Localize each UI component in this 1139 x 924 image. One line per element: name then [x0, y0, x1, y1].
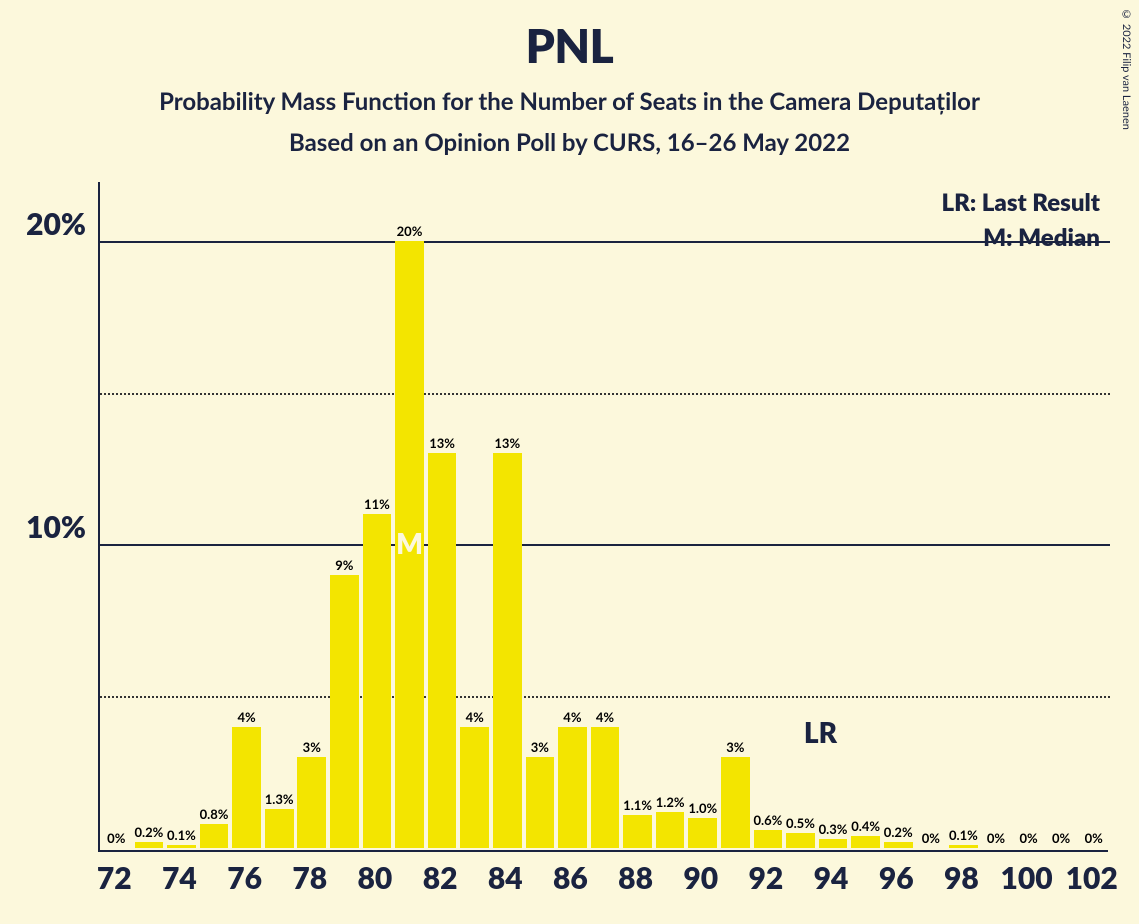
gridline-minor	[100, 393, 1110, 395]
bar-value-label: 13%	[487, 435, 527, 451]
bar-value-label: 3%	[520, 739, 560, 755]
bar	[721, 757, 750, 848]
x-axis-label: 100	[1000, 860, 1052, 896]
subtitle-2: Based on an Opinion Poll by CURS, 16–26 …	[0, 128, 1139, 157]
bar-value-label: 1.3%	[259, 791, 299, 807]
bar-value-label: 13%	[422, 435, 462, 451]
x-axis-label: 72	[97, 860, 132, 896]
bar	[363, 514, 392, 848]
bar	[330, 575, 359, 848]
gridline-minor	[100, 696, 1110, 698]
x-axis-label: 102	[1066, 860, 1118, 896]
bar	[297, 757, 326, 848]
bar-value-label: 20%	[390, 223, 430, 239]
bar-value-label: 1.0%	[683, 800, 723, 816]
bar	[851, 836, 880, 848]
x-axis-label: 84	[488, 860, 523, 896]
bar	[786, 833, 815, 848]
x-axis-label: 82	[423, 860, 458, 896]
bar	[493, 453, 522, 848]
x-axis-label: 94	[814, 860, 849, 896]
titles: PNL Probability Mass Function for the Nu…	[0, 0, 1139, 157]
x-axis-label: 90	[683, 860, 718, 896]
bar-value-label: 4%	[585, 709, 625, 725]
bar	[167, 845, 196, 848]
bar-value-label: 3%	[715, 739, 755, 755]
bar	[460, 727, 489, 848]
plot-area: 0%0.2%0.1%0.8%4%1.3%3%9%11%20%13%4%13%3%…	[98, 182, 1108, 852]
x-axis-label: 98	[944, 860, 979, 896]
bar	[656, 812, 685, 848]
median-mark: M	[396, 526, 423, 560]
x-axis-label: 74	[162, 860, 197, 896]
bar-value-label: 4%	[227, 709, 267, 725]
bar	[819, 839, 848, 848]
x-axis-label: 88	[618, 860, 653, 896]
bar-value-label: 11%	[357, 496, 397, 512]
x-axis-label: 92	[748, 860, 783, 896]
bar	[135, 842, 164, 848]
bar	[526, 757, 555, 848]
x-axis-label: 86	[553, 860, 588, 896]
bar	[591, 727, 620, 848]
bar	[884, 842, 913, 848]
bar-value-label: 9%	[324, 557, 364, 573]
y-axis-label: 20%	[26, 206, 86, 242]
subtitle-1: Probability Mass Function for the Number…	[0, 87, 1139, 116]
lr-mark: LR	[804, 715, 837, 749]
x-axis-label: 96	[879, 860, 914, 896]
gridline-major	[100, 241, 1110, 243]
bar-value-label: 0.1%	[161, 827, 201, 843]
x-axis-label: 76	[227, 860, 262, 896]
bar	[265, 809, 294, 848]
bar	[200, 824, 229, 848]
bar-value-label: 0%	[1074, 830, 1114, 846]
bar	[623, 815, 652, 848]
main-title: PNL	[0, 18, 1139, 73]
bar	[428, 453, 457, 848]
x-axis-label: 80	[358, 860, 393, 896]
gridline-major	[100, 544, 1110, 546]
bar-value-label: 4%	[455, 709, 495, 725]
bar	[558, 727, 587, 848]
bar	[232, 727, 261, 848]
bar	[949, 845, 978, 848]
bar-value-label: 0.8%	[194, 806, 234, 822]
bar-value-label: 3%	[292, 739, 332, 755]
bar	[688, 818, 717, 848]
y-axis-label: 10%	[26, 509, 86, 545]
chart: LR: Last Result M: Median 0%0.2%0.1%0.8%…	[98, 182, 1108, 852]
copyright-text: © 2022 Filip van Laenen	[1120, 8, 1133, 130]
x-axis-label: 78	[292, 860, 327, 896]
bar	[754, 830, 783, 848]
